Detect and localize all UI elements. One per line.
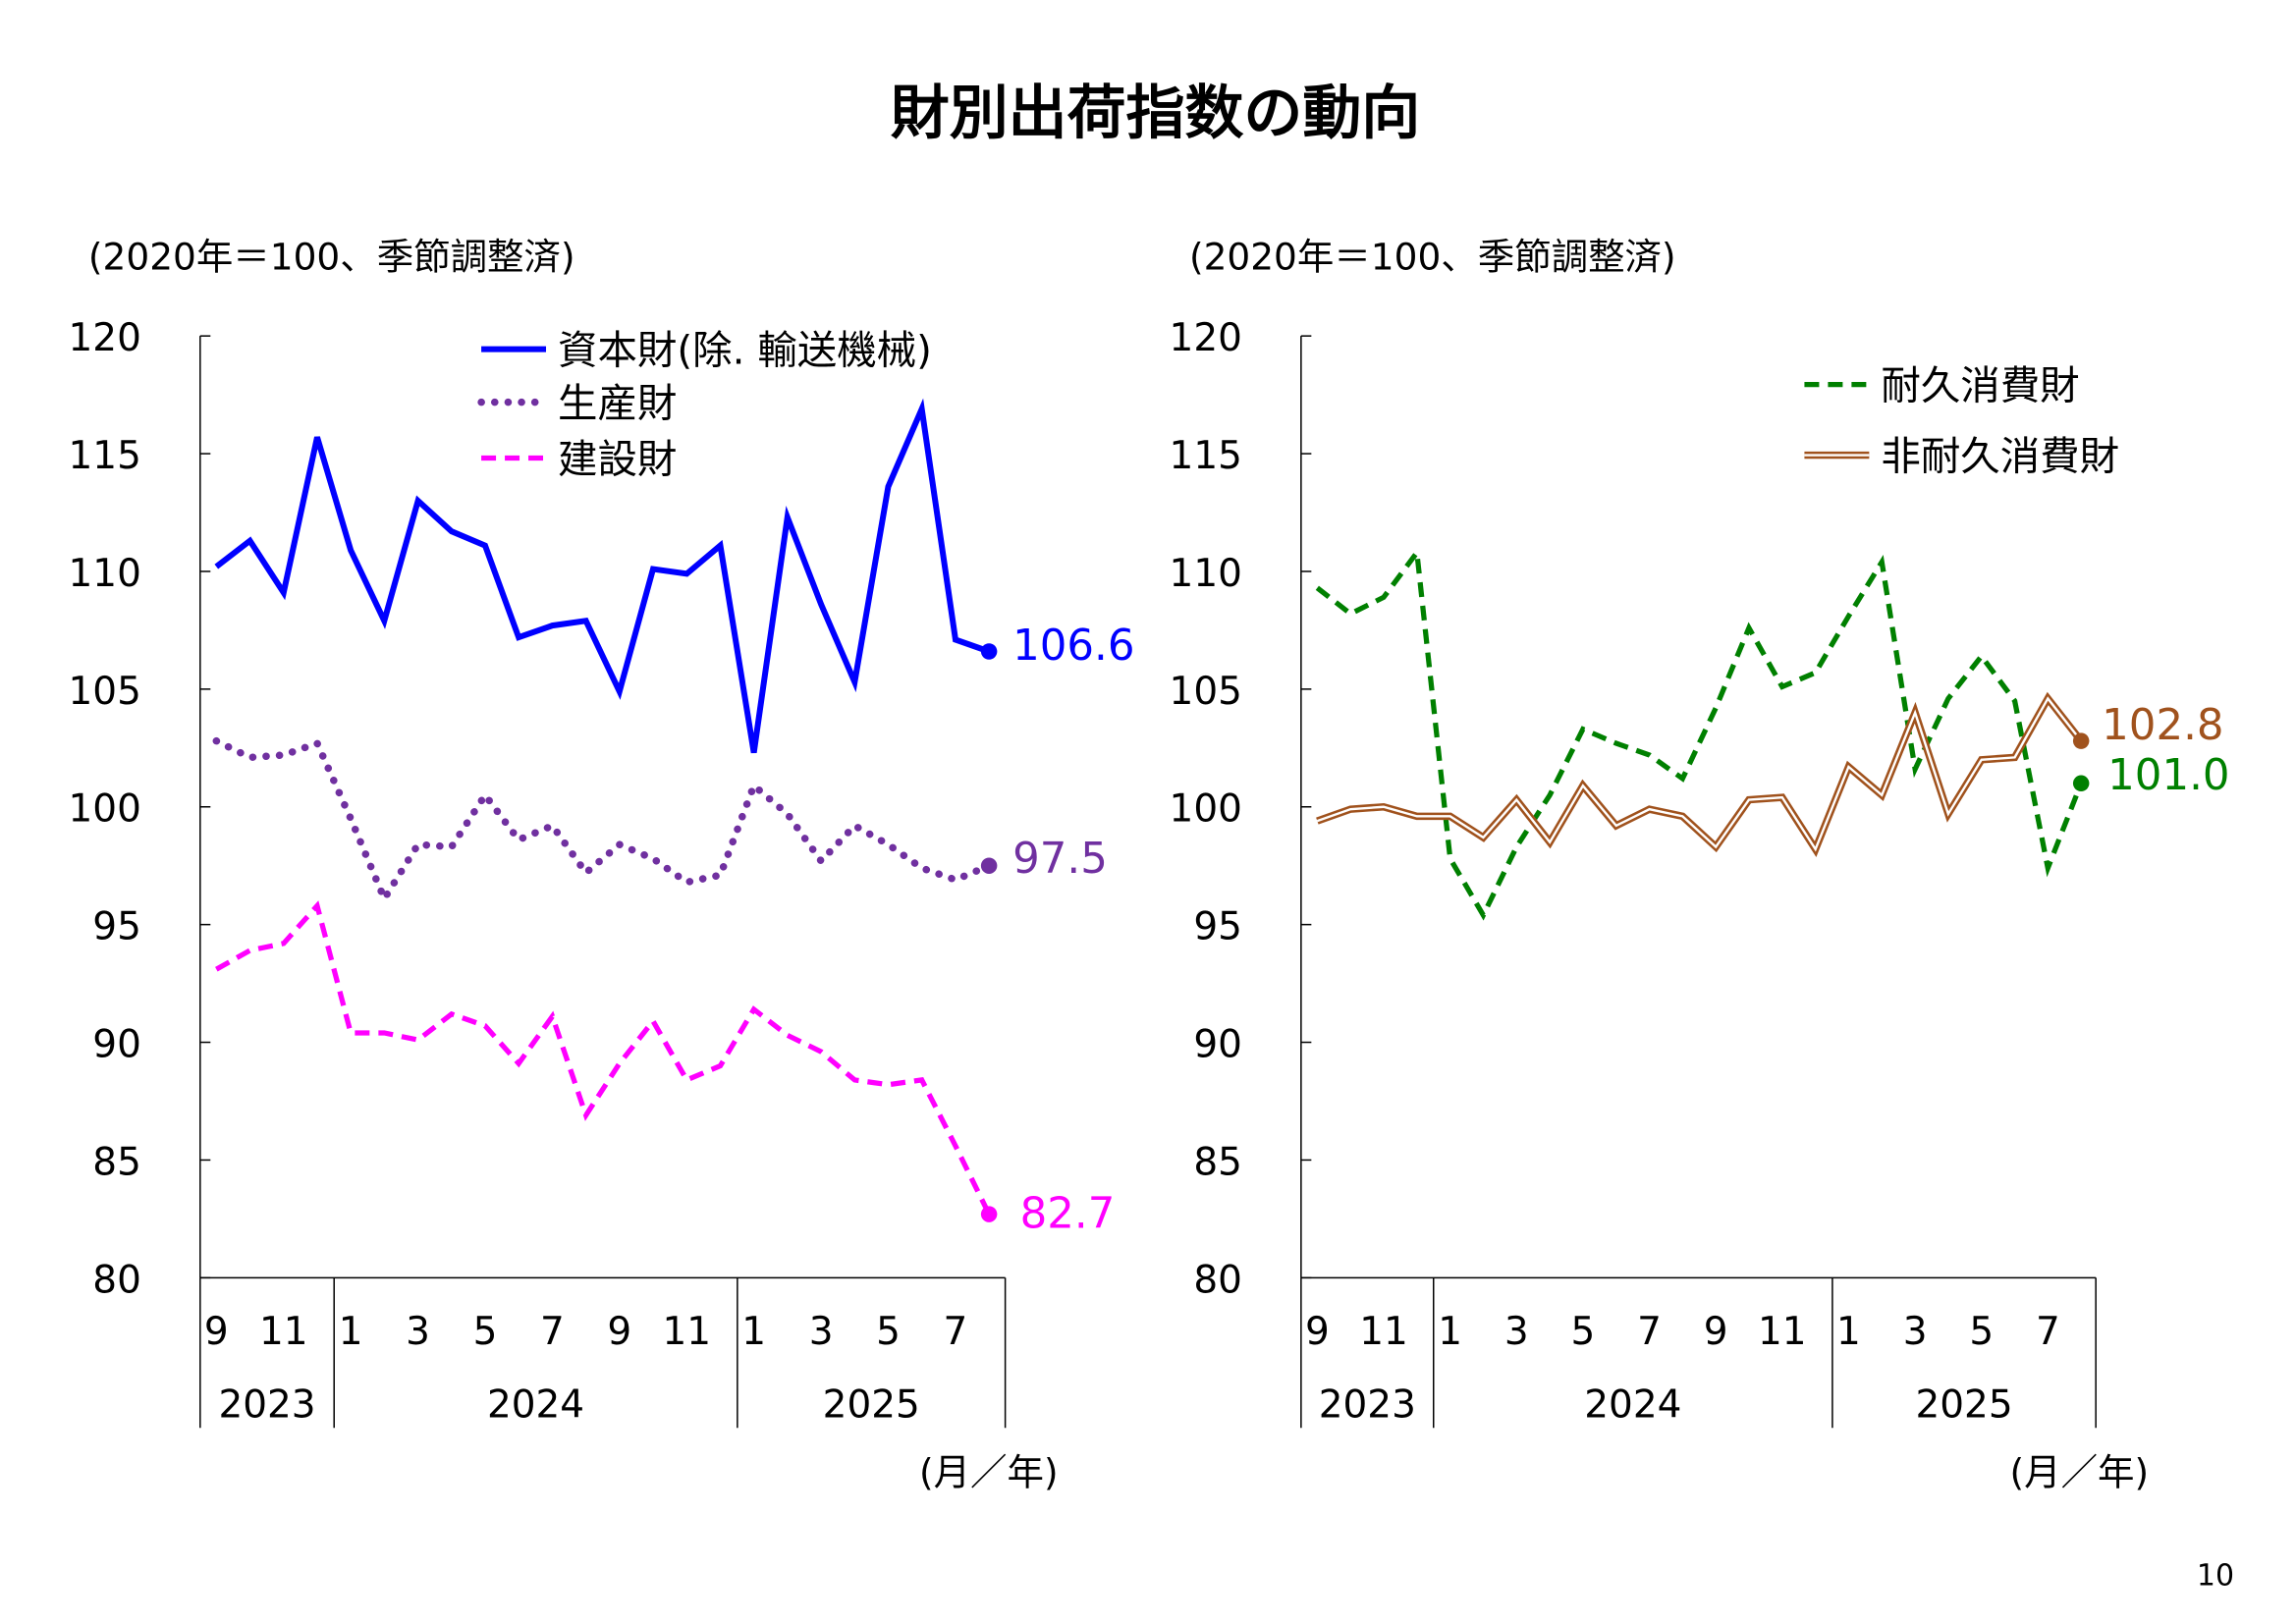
x-tick-label: 1 [1836,1310,1861,1354]
year-label: 2025 [823,1383,920,1428]
end-value-label: 97.5 [1012,835,1108,884]
x-tick-label: 11 [1359,1310,1408,1354]
end-point-marker [2072,732,2090,749]
y-tick-label: 90 [92,1023,141,1067]
x-tick-label: 3 [1504,1310,1529,1354]
legend-label: 耐久消費財 [1881,362,2079,409]
end-value-label: 106.6 [1012,622,1134,671]
y-tick-label: 100 [1170,787,1242,832]
left-chart: (2020年＝100、季節調整済)80859095100105110115120… [69,236,1135,1494]
series-line [1315,545,2084,921]
y-tick-label: 120 [69,316,141,360]
x-tick-label: 11 [662,1310,711,1354]
right-chart: (2020年＝100、季節調整済)80859095100105110115120… [1170,236,2230,1494]
x-tick-label: 9 [204,1310,229,1354]
y-tick-label: 120 [1170,316,1242,360]
y-tick-label: 80 [1193,1258,1242,1302]
x-tick-label: 7 [2036,1310,2060,1354]
y-tick-label: 80 [92,1258,141,1302]
y-tick-label: 115 [69,434,141,478]
series-line [1316,691,2085,858]
y-tick-label: 110 [69,552,141,596]
x-tick-label: 7 [1637,1310,1662,1354]
page-title: 財別出荷指数の動向 [891,79,1420,147]
x-tick-label: 1 [741,1310,766,1354]
x-tick-label: 9 [607,1310,631,1354]
x-tick-label: 3 [406,1310,430,1354]
series-line [212,736,993,907]
x-axis-label: (月／年) [2010,1451,2150,1494]
page-number: 10 [2197,1559,2234,1594]
x-tick-label: 3 [1903,1310,1928,1354]
legend-label: 建設財 [558,436,677,483]
x-tick-label: 5 [1969,1310,1994,1354]
series-line-inner [1316,696,2083,852]
y-tick-label: 115 [1170,434,1242,478]
end-value-label: 101.0 [2107,751,2229,800]
x-tick-label: 5 [473,1310,498,1354]
y-tick-label: 95 [1193,905,1242,949]
y-tick-label: 105 [1170,670,1242,714]
x-tick-label: 9 [1305,1310,1330,1354]
x-tick-label: 11 [259,1310,308,1354]
x-tick-label: 7 [944,1310,968,1354]
year-label: 2023 [218,1383,315,1428]
end-value-label: 82.7 [1020,1189,1116,1238]
legend-label: 生産財 [558,380,677,427]
x-tick-label: 5 [876,1310,901,1354]
end-point-marker [980,643,998,660]
year-label: 2024 [487,1383,584,1428]
x-tick-label: 1 [1438,1310,1462,1354]
series-line [214,398,991,754]
y-tick-label: 100 [69,787,141,832]
y-tick-label: 110 [1170,552,1242,596]
end-point-marker [980,857,998,874]
series-line [215,900,992,1216]
y-tick-label: 90 [1193,1023,1242,1067]
end-point-marker [2072,775,2090,792]
x-tick-label: 7 [540,1310,565,1354]
y-tick-label: 105 [69,670,141,714]
legend-label: 非耐久消費財 [1881,433,2119,480]
unit-subtitle: (2020年＝100、季節調整済) [1189,236,1676,279]
x-tick-label: 9 [1704,1310,1728,1354]
x-tick-label: 1 [339,1310,363,1354]
year-label: 2024 [1584,1383,1681,1428]
year-label: 2025 [1915,1383,2012,1428]
x-tick-label: 11 [1758,1310,1807,1354]
x-tick-label: 5 [1571,1310,1596,1354]
y-tick-label: 85 [92,1140,141,1184]
legend-label: 資本財(除. 輸送機械) [558,327,932,374]
unit-subtitle: (2020年＝100、季節調整済) [88,236,575,279]
end-value-label: 102.8 [2102,701,2223,750]
y-tick-label: 95 [92,905,141,949]
year-label: 2023 [1319,1383,1416,1428]
end-point-marker [980,1206,998,1222]
x-axis-label: (月／年) [919,1451,1059,1494]
y-tick-label: 85 [1193,1140,1242,1184]
x-tick-label: 3 [809,1310,834,1354]
